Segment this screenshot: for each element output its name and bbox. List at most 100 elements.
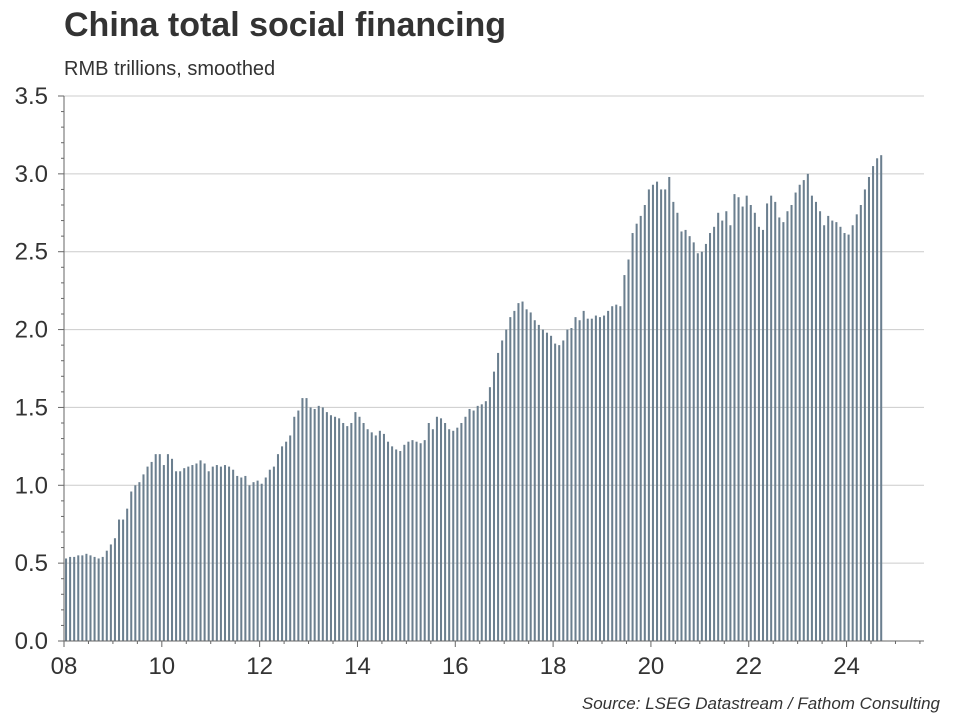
- bar: [354, 412, 357, 641]
- bar: [798, 184, 801, 641]
- bar: [501, 340, 504, 641]
- bar: [431, 429, 434, 641]
- bar: [170, 458, 174, 641]
- bar: [207, 471, 210, 641]
- bar: [647, 189, 650, 641]
- y-tick-label: 2.5: [15, 239, 48, 266]
- bar: [391, 446, 394, 641]
- bar: [847, 234, 850, 642]
- bar: [476, 405, 479, 641]
- bar: [448, 429, 451, 641]
- bar: [346, 426, 349, 641]
- bar: [880, 155, 883, 641]
- bar: [427, 423, 430, 641]
- bar: [627, 259, 630, 641]
- source-note: Source: LSEG Datastream / Fathom Consult…: [581, 694, 940, 713]
- bar: [806, 173, 809, 641]
- bar: [272, 466, 275, 641]
- bar: [643, 205, 646, 641]
- x-tick-label: 18: [540, 653, 567, 680]
- bar: [766, 203, 769, 641]
- bar: [700, 251, 703, 641]
- bar: [350, 423, 353, 641]
- bar: [855, 214, 858, 642]
- bar: [285, 441, 288, 641]
- bar: [749, 205, 752, 641]
- bar: [545, 332, 549, 641]
- bar: [146, 466, 149, 641]
- bar: [223, 465, 227, 641]
- bar: [741, 206, 744, 642]
- bar: [444, 423, 447, 641]
- bar: [423, 440, 426, 641]
- bar-series: [65, 155, 883, 642]
- bar: [492, 371, 496, 641]
- bar: [574, 317, 577, 641]
- bar: [435, 416, 438, 641]
- bar: [456, 427, 459, 641]
- bar: [81, 555, 84, 641]
- bar: [93, 556, 96, 641]
- bar: [521, 301, 524, 641]
- bar: [358, 416, 361, 641]
- bar: [509, 317, 512, 641]
- bar: [684, 229, 687, 641]
- bar: [150, 461, 153, 641]
- y-tick-label: 0.5: [15, 550, 48, 577]
- axes: [58, 95, 924, 647]
- bar: [831, 220, 834, 642]
- bar: [631, 233, 634, 641]
- bar: [863, 189, 866, 641]
- bar: [293, 416, 296, 641]
- bar: [199, 460, 202, 641]
- bar: [566, 329, 569, 641]
- bar: [248, 485, 251, 641]
- bar: [786, 211, 789, 641]
- bar: [586, 318, 589, 641]
- bar: [109, 544, 112, 641]
- bar: [260, 483, 263, 641]
- bar: [281, 446, 284, 641]
- bar: [835, 222, 838, 641]
- bar: [236, 475, 239, 641]
- bar: [607, 310, 610, 641]
- bar: [407, 441, 410, 641]
- bar: [582, 310, 585, 641]
- bar: [639, 215, 642, 641]
- bar: [594, 315, 597, 641]
- bar: [329, 415, 332, 641]
- bar: [252, 482, 255, 641]
- bar: [342, 423, 345, 641]
- bar: [187, 466, 190, 641]
- bar: [317, 405, 320, 641]
- bar: [484, 401, 487, 641]
- bar: [725, 211, 728, 641]
- bar: [313, 408, 316, 641]
- bar: [676, 212, 679, 642]
- x-tick-label: 10: [148, 653, 175, 680]
- y-tick-label: 3.5: [15, 83, 48, 110]
- bar: [529, 312, 532, 641]
- bar: [309, 407, 312, 641]
- bar: [134, 485, 137, 641]
- bar: [598, 317, 601, 641]
- bar: [370, 432, 373, 641]
- bar: [105, 550, 108, 641]
- bar: [219, 466, 222, 641]
- bar: [664, 189, 667, 641]
- bar: [753, 212, 756, 642]
- bar: [73, 556, 76, 641]
- bar: [843, 233, 846, 641]
- bar: [325, 412, 328, 641]
- bar: [175, 471, 178, 641]
- bar: [558, 345, 561, 641]
- bar: [468, 408, 471, 641]
- bar: [497, 352, 500, 641]
- bar: [761, 229, 765, 641]
- bar: [89, 555, 92, 641]
- bar: [183, 468, 186, 641]
- bar-chart: 0.0 0.5 1.0 1.5 2.0 2.5 3.0 3.5 08 10 12 14 16 18 20 2…: [15, 83, 924, 680]
- bar: [541, 329, 544, 641]
- bar: [517, 303, 520, 641]
- bar: [851, 225, 854, 641]
